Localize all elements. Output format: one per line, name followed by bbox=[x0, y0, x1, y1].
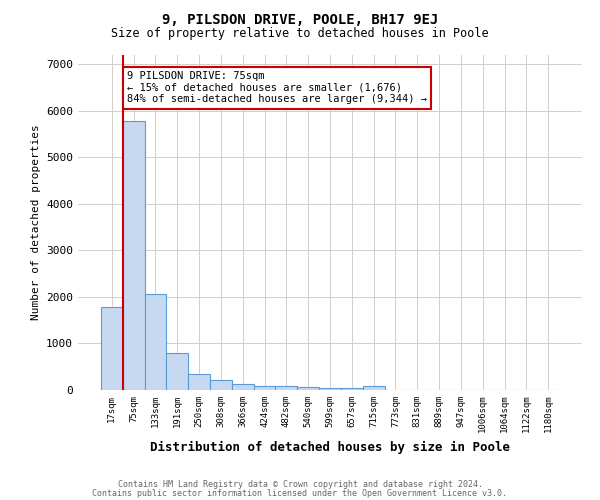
Bar bbox=[319, 388, 341, 390]
Bar bbox=[232, 384, 254, 390]
Text: Size of property relative to detached houses in Poole: Size of property relative to detached ho… bbox=[111, 28, 489, 40]
Bar bbox=[297, 387, 319, 390]
Bar bbox=[145, 294, 166, 390]
Bar bbox=[210, 380, 232, 390]
Bar bbox=[275, 386, 297, 390]
Bar bbox=[341, 388, 363, 390]
Bar bbox=[188, 374, 210, 390]
X-axis label: Distribution of detached houses by size in Poole: Distribution of detached houses by size … bbox=[150, 441, 510, 454]
Bar bbox=[254, 386, 275, 390]
Bar bbox=[101, 307, 123, 390]
Text: 9, PILSDON DRIVE, POOLE, BH17 9EJ: 9, PILSDON DRIVE, POOLE, BH17 9EJ bbox=[162, 12, 438, 26]
Text: Contains public sector information licensed under the Open Government Licence v3: Contains public sector information licen… bbox=[92, 488, 508, 498]
Bar bbox=[123, 121, 145, 390]
Text: Contains HM Land Registry data © Crown copyright and database right 2024.: Contains HM Land Registry data © Crown c… bbox=[118, 480, 482, 489]
Text: 9 PILSDON DRIVE: 75sqm
← 15% of detached houses are smaller (1,676)
84% of semi-: 9 PILSDON DRIVE: 75sqm ← 15% of detached… bbox=[127, 72, 427, 104]
Bar bbox=[166, 353, 188, 390]
Y-axis label: Number of detached properties: Number of detached properties bbox=[31, 124, 41, 320]
Bar bbox=[363, 386, 385, 390]
